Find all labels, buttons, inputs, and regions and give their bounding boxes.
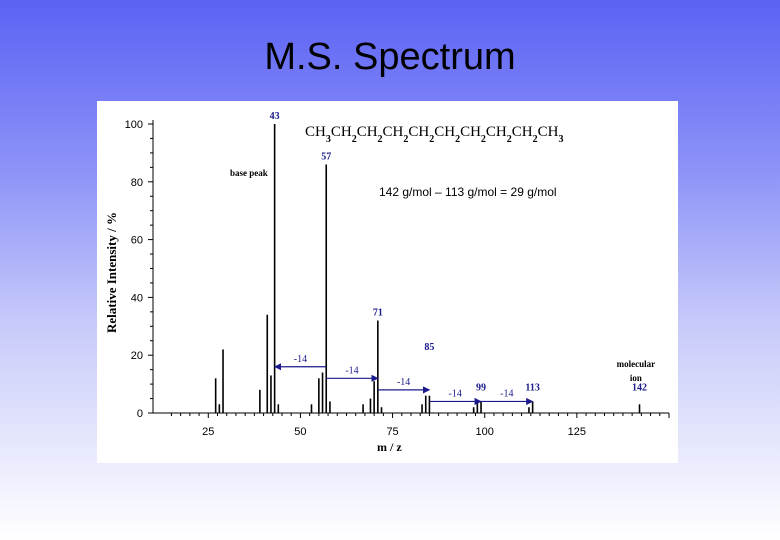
loss-label: -14	[397, 377, 410, 388]
y-tick-label: 60	[131, 235, 143, 247]
y-tick-label: 20	[131, 350, 143, 362]
formula-group: CH	[383, 124, 404, 140]
formula-group: CH	[460, 124, 481, 140]
peak-label: 57	[321, 151, 331, 162]
formula-subscript: 2	[403, 134, 408, 145]
slide-title: M.S. Spectrum	[264, 36, 516, 78]
formula-subscript: 3	[558, 134, 563, 145]
formula-group: CH	[538, 124, 559, 140]
formula-subscript: 2	[481, 134, 486, 145]
formula-subscript: 2	[378, 134, 383, 145]
formula-group: CH	[331, 124, 352, 140]
y-tick-label: 100	[125, 119, 143, 131]
annotation-text: molecular	[617, 359, 656, 369]
formula-subscript: 2	[455, 134, 460, 145]
x-tick-label: 100	[476, 426, 494, 438]
mass-spectrum-figure: 0 20 40 60 80 100 25 50 75 100 125 -14 -14 -14 -14 -14…	[97, 101, 678, 463]
x-tick-label: 25	[202, 426, 214, 438]
loss-label: -14	[345, 365, 358, 376]
formula-group: CH	[512, 124, 533, 140]
formula-subscript: 3	[326, 134, 331, 145]
peak-label: 113	[525, 383, 539, 394]
y-tick-label: 40	[131, 292, 143, 304]
mass-difference-equation: 142 g/mol – 113 g/mol = 29 g/mol	[379, 185, 557, 199]
x-tick-label: 125	[568, 426, 586, 438]
x-tick-label: 50	[294, 426, 306, 438]
y-axis-label: Relative Intensity / %	[104, 212, 119, 333]
loss-label: -14	[500, 388, 513, 399]
molecular-formula: CH3CH2CH2CH2CH2CH2CH2CH2CH2CH3	[305, 124, 563, 145]
annotation-text: base peak	[230, 168, 268, 178]
peak-labels: 43 57 71 85 99 113 142 base peak molecular ion	[230, 111, 655, 394]
formula-subscript: 2	[352, 134, 357, 145]
peak-label: 85	[424, 342, 434, 353]
formula-subscript: 2	[507, 134, 512, 145]
formula-subscript: 2	[429, 134, 434, 145]
peak-bars	[214, 124, 641, 413]
annotation-text: ion	[630, 373, 642, 383]
formula-group: CH	[486, 124, 507, 140]
formula-group: CH	[305, 124, 326, 140]
formula-group: CH	[434, 124, 455, 140]
y-tick-label: 80	[131, 177, 143, 189]
formula-group: CH	[357, 124, 378, 140]
loss-label: -14	[449, 388, 462, 399]
formula-group: CH	[408, 124, 429, 140]
y-tick-label: 0	[137, 408, 143, 420]
peak-label: 99	[476, 383, 486, 394]
peak-label: 43	[270, 111, 280, 122]
loss-arrows: -14 -14 -14 -14 -14	[273, 354, 534, 406]
formula-subscript: 2	[533, 134, 538, 145]
axes: 0 20 40 60 80 100 25 50 75 100 125	[125, 119, 670, 438]
x-tick-label: 75	[386, 426, 398, 438]
loss-label: -14	[294, 354, 307, 365]
x-axis-label: m / z	[377, 440, 402, 454]
peak-label: 142	[632, 383, 647, 394]
peak-label: 71	[373, 308, 383, 319]
